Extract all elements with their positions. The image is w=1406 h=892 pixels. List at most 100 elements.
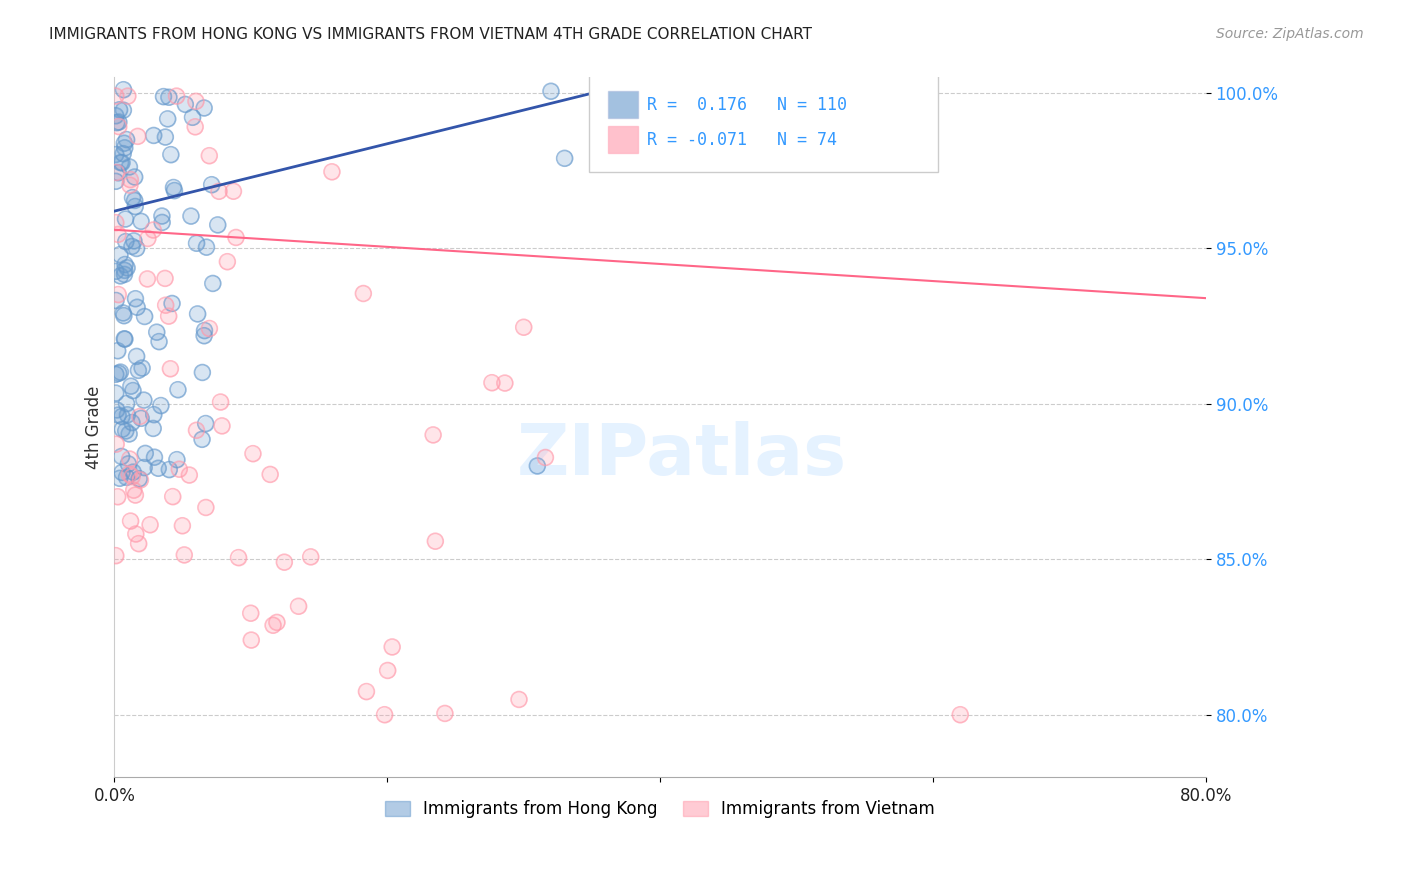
- Point: [512, 320, 534, 334]
- Point: [179, 468, 201, 483]
- Point: [107, 120, 129, 134]
- Point: [111, 409, 134, 424]
- Point: [118, 178, 141, 193]
- Point: [526, 458, 548, 473]
- Point: [125, 350, 148, 364]
- Point: [134, 460, 156, 475]
- Point: [127, 300, 149, 314]
- Point: [186, 236, 208, 251]
- Point: [114, 258, 136, 272]
- Point: [163, 184, 186, 198]
- Point: [124, 200, 146, 214]
- Point: [142, 421, 165, 435]
- Point: [115, 132, 138, 146]
- Point: [134, 446, 156, 460]
- Point: [121, 239, 143, 253]
- Point: [112, 146, 135, 161]
- Point: [114, 235, 136, 249]
- Legend: Immigrants from Hong Kong, Immigrants from Vietnam: Immigrants from Hong Kong, Immigrants fr…: [378, 793, 942, 824]
- Point: [422, 428, 444, 442]
- Point: [195, 240, 218, 254]
- Point: [104, 216, 127, 230]
- Point: [198, 321, 221, 335]
- Point: [194, 500, 217, 515]
- Point: [105, 403, 128, 417]
- Point: [118, 467, 141, 482]
- Point: [172, 518, 194, 533]
- Point: [194, 500, 217, 515]
- Point: [494, 376, 516, 390]
- Point: [107, 408, 129, 422]
- Point: [193, 328, 215, 343]
- Point: [114, 212, 136, 227]
- Point: [526, 458, 548, 473]
- Point: [184, 95, 207, 109]
- Point: [112, 309, 135, 323]
- Point: [121, 416, 143, 430]
- Point: [121, 469, 143, 483]
- Point: [145, 325, 167, 339]
- Point: [118, 426, 141, 441]
- Point: [155, 298, 177, 312]
- Point: [381, 640, 404, 654]
- Point: [554, 151, 576, 165]
- Point: [111, 422, 134, 436]
- Point: [112, 136, 135, 151]
- Point: [107, 408, 129, 422]
- Point: [139, 517, 162, 532]
- Point: [225, 230, 247, 244]
- Point: [127, 363, 149, 377]
- Point: [115, 470, 138, 484]
- Point: [105, 115, 128, 129]
- Point: [377, 664, 399, 678]
- Point: [127, 363, 149, 377]
- Point: [114, 212, 136, 227]
- Point: [120, 172, 142, 186]
- Point: [433, 706, 456, 721]
- Point: [105, 165, 128, 179]
- Point: [180, 209, 202, 223]
- Point: [540, 84, 562, 98]
- Point: [534, 450, 557, 465]
- Point: [129, 473, 152, 487]
- Point: [114, 332, 136, 346]
- Point: [124, 488, 146, 502]
- Point: [150, 209, 173, 223]
- Point: [134, 310, 156, 324]
- Point: [134, 310, 156, 324]
- Point: [111, 409, 134, 424]
- Point: [193, 324, 215, 338]
- Point: [159, 361, 181, 376]
- Point: [152, 89, 174, 103]
- Point: [134, 446, 156, 460]
- Point: [117, 408, 139, 422]
- Point: [180, 209, 202, 223]
- Point: [211, 418, 233, 433]
- Point: [169, 462, 191, 476]
- Point: [157, 462, 180, 476]
- Point: [111, 466, 134, 480]
- Point: [142, 223, 165, 237]
- Point: [142, 408, 165, 422]
- Point: [174, 97, 197, 112]
- Point: [143, 450, 166, 465]
- Point: [107, 120, 129, 134]
- Point: [114, 263, 136, 277]
- Point: [184, 120, 207, 134]
- Point: [166, 452, 188, 467]
- Point: [508, 692, 530, 706]
- Point: [287, 599, 309, 614]
- Point: [104, 264, 127, 278]
- Point: [169, 462, 191, 476]
- Point: [120, 379, 142, 393]
- Point: [554, 151, 576, 165]
- Point: [110, 155, 132, 169]
- Point: [114, 141, 136, 155]
- Point: [115, 470, 138, 484]
- Point: [162, 180, 184, 194]
- Point: [107, 343, 129, 358]
- Point: [104, 264, 127, 278]
- Point: [157, 309, 180, 323]
- Point: [108, 471, 131, 485]
- Point: [112, 83, 135, 97]
